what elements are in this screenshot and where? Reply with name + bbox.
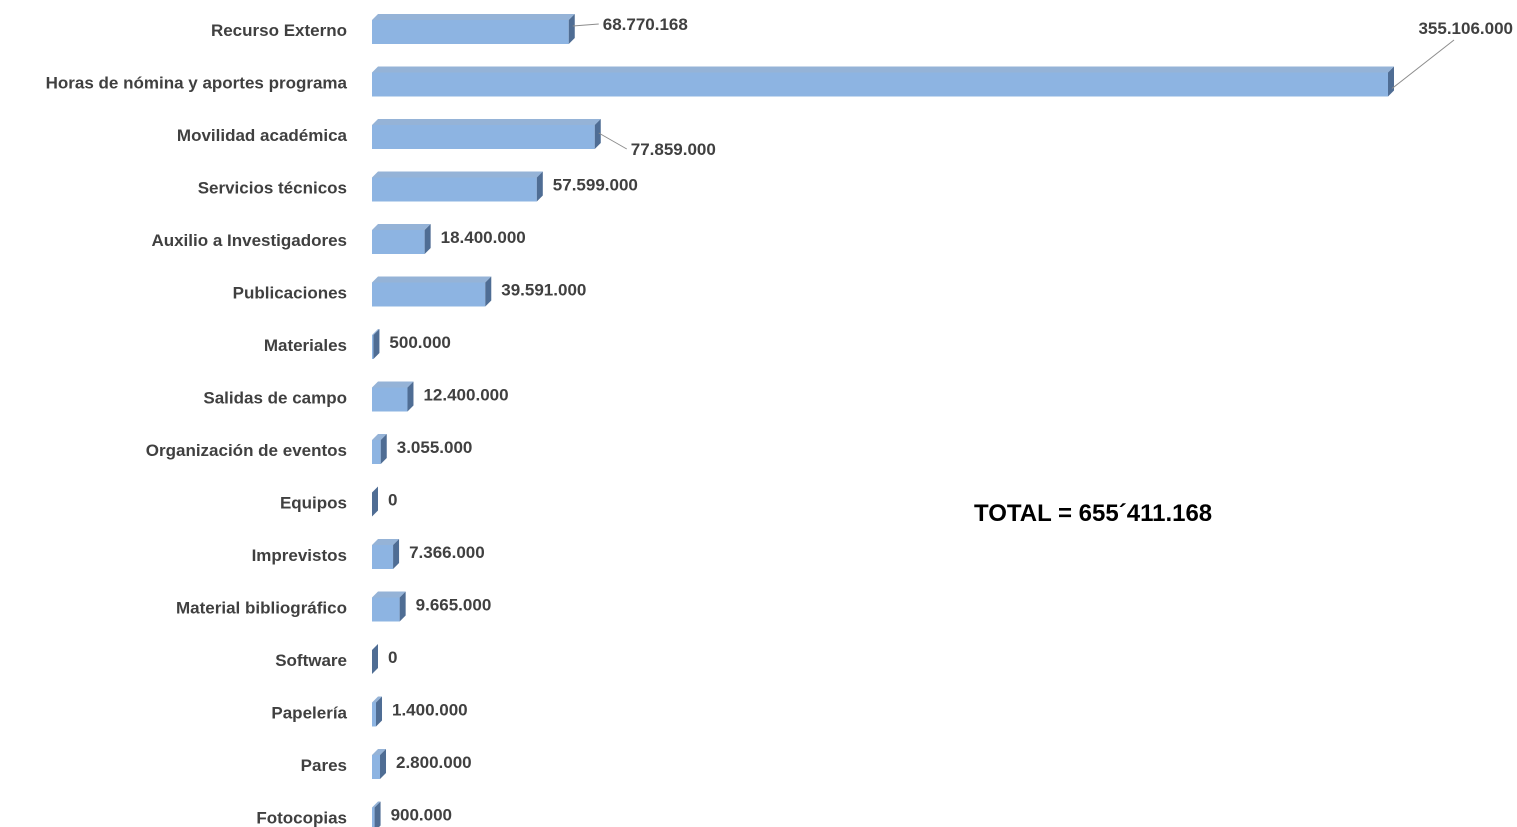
bar-side bbox=[1388, 66, 1394, 97]
category-label: Salidas de campo bbox=[203, 389, 347, 408]
category-label: Recurso Externo bbox=[211, 21, 347, 40]
category-label: Horas de nómina y aportes programa bbox=[46, 74, 348, 93]
category-label: Auxilio a Investigadores bbox=[151, 231, 347, 250]
bar-top bbox=[372, 696, 383, 703]
bar bbox=[372, 335, 374, 359]
bar bbox=[372, 125, 595, 149]
bar bbox=[372, 597, 400, 622]
bar-top bbox=[372, 14, 575, 20]
bar-group: Material bibliográfico 9.665.000 bbox=[176, 591, 492, 622]
value-label: 57.599.000 bbox=[553, 176, 638, 195]
category-label: Pares bbox=[301, 756, 347, 775]
bar-side bbox=[372, 486, 378, 517]
bar bbox=[372, 72, 1388, 97]
value-label: 68.770.168 bbox=[603, 15, 688, 34]
value-label: 18.400.000 bbox=[441, 228, 526, 247]
leader-line bbox=[572, 23, 599, 27]
bar-group: Recurso Externo 68.770.168 bbox=[211, 14, 688, 44]
bar-top bbox=[372, 224, 431, 230]
bar-group: Materiales 500.000 bbox=[264, 329, 451, 359]
bar-side bbox=[407, 381, 414, 412]
bar-group: Papelería 1.400.000 bbox=[271, 696, 468, 727]
value-label: 7.366.000 bbox=[409, 543, 485, 562]
bar-side bbox=[376, 696, 383, 727]
category-label: Material bibliográfico bbox=[176, 599, 347, 618]
bar-side bbox=[594, 119, 601, 149]
value-label: 500.000 bbox=[389, 333, 450, 352]
category-label: Imprevistos bbox=[252, 546, 347, 565]
category-label: Movilidad académica bbox=[177, 126, 348, 145]
bar-top bbox=[372, 276, 492, 283]
bar-side bbox=[485, 276, 492, 307]
bar-group: Servicios técnicos 57.599.000 bbox=[198, 171, 638, 202]
bar-group: Pares 2.800.000 bbox=[301, 749, 472, 779]
bar-top bbox=[372, 119, 601, 125]
value-label: 1.400.000 bbox=[392, 701, 468, 720]
bar bbox=[372, 702, 377, 727]
category-label: Software bbox=[275, 651, 347, 670]
value-label: 77.859.000 bbox=[631, 140, 716, 159]
bar-top bbox=[372, 749, 387, 755]
bar-side bbox=[536, 171, 543, 202]
bar bbox=[372, 177, 537, 202]
value-label: 12.400.000 bbox=[423, 386, 508, 405]
bar-top bbox=[372, 381, 414, 388]
total-annotation: TOTAL = 655´411.168 bbox=[974, 500, 1213, 527]
value-label: 355.106.000 bbox=[1418, 19, 1513, 38]
category-label: Equipos bbox=[280, 494, 347, 513]
bar bbox=[372, 230, 425, 254]
bar-top bbox=[372, 801, 381, 808]
bar-top bbox=[372, 434, 387, 440]
category-label: Organización de eventos bbox=[146, 441, 347, 460]
value-label: 0 bbox=[388, 491, 397, 510]
bar-side bbox=[380, 749, 387, 779]
category-label: Fotocopias bbox=[256, 809, 347, 827]
category-label: Papelería bbox=[271, 704, 347, 723]
bar-group: Equipos 0 bbox=[280, 486, 397, 517]
leader-line bbox=[1391, 39, 1455, 89]
bar bbox=[372, 545, 394, 569]
bar bbox=[372, 807, 375, 827]
bar-side bbox=[568, 14, 575, 44]
bar-top bbox=[372, 171, 543, 178]
category-label: Servicios técnicos bbox=[198, 179, 347, 198]
bar-side bbox=[373, 329, 380, 359]
bar-side bbox=[374, 801, 381, 827]
value-label: 9.665.000 bbox=[416, 596, 492, 615]
value-label: 2.800.000 bbox=[396, 753, 472, 772]
category-label: Materiales bbox=[264, 336, 347, 355]
value-label: 0 bbox=[388, 648, 397, 667]
bar-group: Software 0 bbox=[275, 644, 397, 674]
bar-group: Fotocopias 900.000 bbox=[256, 801, 452, 827]
bar-top bbox=[372, 329, 380, 335]
category-label: Publicaciones bbox=[233, 284, 347, 303]
bar-group: Organización de eventos 3.055.000 bbox=[146, 434, 473, 464]
bar-group: Auxilio a Investigadores 18.400.000 bbox=[151, 224, 526, 254]
value-label: 900.000 bbox=[391, 806, 452, 825]
bar-group: Salidas de campo 12.400.000 bbox=[203, 381, 509, 412]
bar-group: Horas de nómina y aportes programa 355.10… bbox=[46, 19, 1513, 97]
value-label: 39.591.000 bbox=[501, 281, 586, 300]
bar bbox=[372, 20, 569, 44]
bar-side bbox=[393, 539, 400, 569]
bar-group: Imprevistos 7.366.000 bbox=[252, 539, 485, 569]
leader-line bbox=[598, 132, 628, 150]
bar-top bbox=[372, 539, 400, 545]
bar bbox=[372, 387, 408, 412]
bar-side bbox=[372, 644, 378, 674]
bar-group: Publicaciones 39.591.000 bbox=[233, 276, 586, 307]
bar-side bbox=[380, 434, 387, 464]
bar bbox=[372, 282, 486, 307]
bar-top bbox=[372, 591, 406, 598]
value-label: 3.055.000 bbox=[397, 438, 473, 457]
bar-group: Movilidad académica 77.859.000 bbox=[177, 119, 716, 159]
bar-side bbox=[424, 224, 431, 254]
bar bbox=[372, 440, 381, 464]
bar-top bbox=[372, 66, 1394, 73]
bar-side bbox=[399, 591, 406, 622]
bar bbox=[372, 755, 381, 779]
